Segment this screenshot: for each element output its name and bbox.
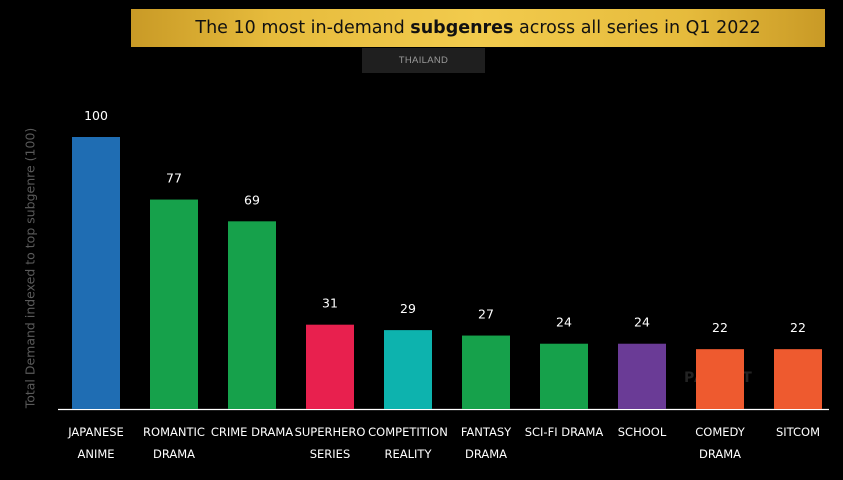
bar-value-label: 29 [400,301,416,316]
bar-value-label: 27 [478,307,494,322]
x-tick-label: SUPERHERO [295,425,366,439]
bar-value-label: 24 [634,315,650,330]
x-tick-label: COMPETITION [368,425,448,439]
chart-title-suffix: across all series in Q1 2022 [513,18,761,38]
chart-title-banner: The 10 most in-demand subgenres across a… [131,9,825,47]
region-badge: THAILAND [362,48,485,73]
bar-group: 22 COMEDY DRAMA [695,320,745,461]
bar-group: 29 COMPETITION REALITY [368,301,448,461]
x-tick-label: JAPANESE [67,425,124,439]
x-tick-label: SCI-FI DRAMA [525,425,604,439]
bar-value-label: 77 [166,171,182,186]
x-tick-label: ANIME [77,447,114,461]
bar-group: 100 JAPANESE ANIME [67,108,124,461]
x-tick-label: REALITY [385,447,433,461]
bar-group: 22 SITCOM [774,320,822,439]
bar-group: 27 FANTASY DRAMA [461,307,512,461]
bar-value-label: 24 [556,315,572,330]
bar [774,349,822,409]
x-tick-label: ROMANTIC [143,425,205,439]
bar [618,343,666,409]
bar-value-label: 22 [790,320,806,335]
bar [384,330,432,409]
x-tick-label: SITCOM [776,425,820,439]
bar-value-label: 69 [244,192,260,207]
bar-group: 24 SCI-FI DRAMA [525,315,604,439]
chart-title: The 10 most in-demand subgenres across a… [195,18,760,38]
x-tick-label: FANTASY [461,425,512,439]
bar [462,335,510,409]
bar [696,349,744,409]
chart-title-prefix: The 10 most in-demand [195,18,411,38]
bar-value-label: 22 [712,320,728,335]
bar-value-label: 100 [84,108,108,123]
bar [72,137,120,409]
x-tick-label: COMEDY [695,425,745,439]
x-tick-label: DRAMA [465,447,507,461]
x-tick-label: SCHOOL [618,425,667,439]
chart-title-bold: subgenres [410,18,514,38]
bar-group: 24 SCHOOL [618,315,667,439]
bar-value-label: 31 [322,296,338,311]
x-tick-label: DRAMA [699,447,741,461]
bar [540,343,588,409]
bar-group: 77 ROMANTIC DRAMA [143,171,205,461]
bar [150,199,198,409]
x-tick-label: CRIME DRAMA [211,425,293,439]
bar [306,324,354,409]
bar-group: 31 SUPERHERO SERIES [295,296,366,461]
x-tick-label: SERIES [310,447,351,461]
bar [228,221,276,409]
bar-group: 69 CRIME DRAMA [211,192,293,439]
x-tick-label: DRAMA [153,447,195,461]
